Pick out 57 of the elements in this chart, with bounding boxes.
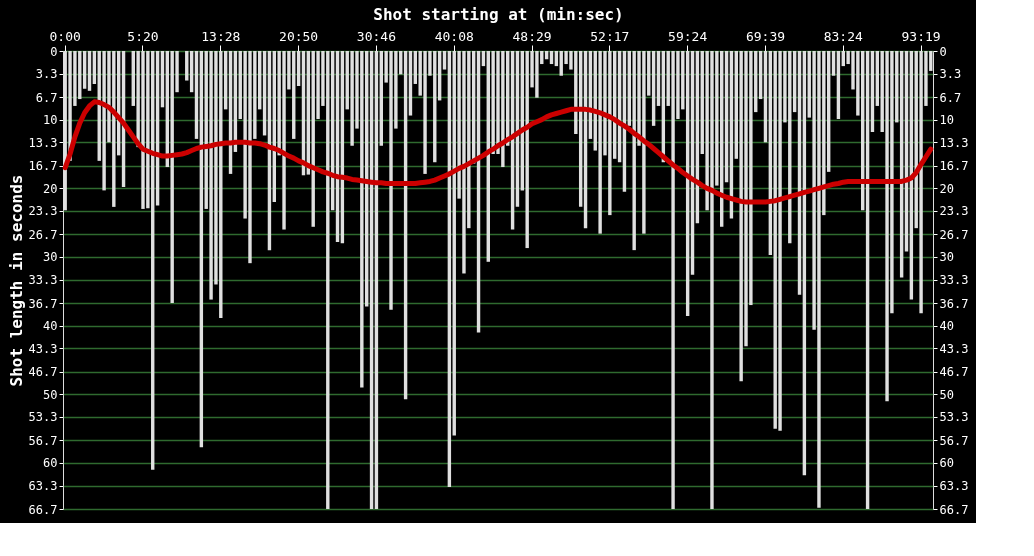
y2-tick-label: 33.3	[939, 273, 969, 288]
y-tick-label: 6.7	[35, 90, 58, 105]
y2-tick-label: 30	[939, 250, 954, 265]
x-tick-label: 30:46	[356, 28, 396, 44]
y-tick-label: 16.7	[28, 159, 58, 174]
y-tick-label: 33.3	[28, 273, 58, 288]
x-tick-label: 59:24	[668, 28, 708, 44]
y-axis-title: Shot length in seconds	[6, 174, 26, 387]
y2-tick-label: 0	[939, 44, 947, 59]
x-tick-label: 40:08	[434, 28, 474, 44]
y2-tick-label: 23.3	[939, 204, 969, 219]
y2-tick-label: 50	[939, 387, 954, 402]
x-tick-label: 93:19	[901, 28, 941, 44]
y2-tick-label: 40	[939, 319, 954, 334]
y2-tick-label: 60	[939, 456, 954, 471]
y-tick-label: 13.3	[28, 135, 58, 150]
y2-tick-label: 56.7	[939, 433, 969, 448]
x-tick-label: 0:00	[49, 28, 81, 44]
y-tick-label: 40	[43, 319, 58, 334]
y-tick-label: 36.7	[28, 296, 58, 311]
y2-tick-label: 20	[939, 181, 954, 196]
y2-tick-label: 16.7	[939, 159, 969, 174]
y2-tick-label: 13.3	[939, 135, 969, 150]
y-tick-label: 60	[43, 456, 58, 471]
y2-tick-label: 6.7	[939, 90, 962, 105]
y2-tick-label: 66.7	[939, 502, 969, 517]
y2-tick-label: 43.3	[939, 341, 969, 356]
y-tick-label: 3.3	[35, 67, 58, 82]
y-tick-label: 20	[43, 181, 58, 196]
bar	[442, 51, 447, 70]
y-tick-label: 0	[50, 44, 58, 59]
y2-tick-label: 26.7	[939, 227, 969, 242]
y2-tick-label: 46.7	[939, 365, 969, 380]
y-tick-label: 66.7	[28, 502, 58, 517]
y2-tick-label: 53.3	[939, 410, 969, 425]
x-tick-label: 20:50	[279, 28, 319, 44]
x-tick-label: 5:20	[127, 28, 159, 44]
y-tick-label: 43.3	[28, 341, 58, 356]
y-tick-label: 53.3	[28, 410, 58, 425]
y-tick-label: 50	[43, 387, 58, 402]
y-tick-label: 23.3	[28, 204, 58, 219]
x-axis-title: Shot starting at (min:sec)	[373, 4, 624, 24]
y2-tick-label: 63.3	[939, 479, 969, 494]
x-tick-label: 13:28	[201, 28, 241, 44]
x-tick-label: 69:39	[745, 28, 786, 44]
y-tick-label: 63.3	[28, 479, 58, 494]
y2-tick-label: 10	[939, 113, 954, 128]
y-tick-label: 26.7	[28, 227, 58, 242]
y2-tick-label: 36.7	[939, 296, 969, 311]
y-tick-label: 30	[43, 250, 58, 265]
y-tick-label: 10	[43, 113, 58, 128]
y-tick-label: 56.7	[28, 433, 58, 448]
x-tick-label: 48:29	[512, 28, 552, 44]
x-tick-label: 52:17	[590, 28, 630, 44]
x-tick-label: 83:24	[823, 28, 864, 44]
y2-tick-label: 3.3	[939, 67, 962, 82]
y-tick-label: 46.7	[28, 365, 58, 380]
